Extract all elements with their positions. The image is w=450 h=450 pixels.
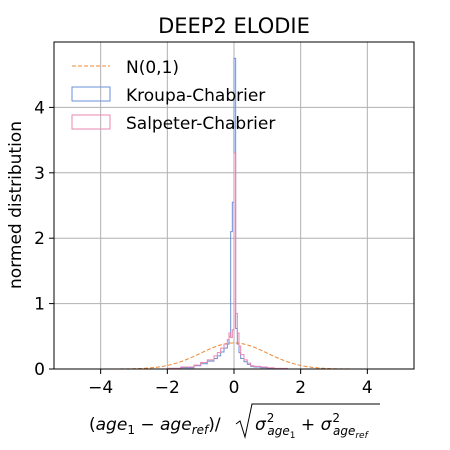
- x-label-sup1: 2: [267, 411, 275, 425]
- legend-salpeter-swatch: [71, 114, 111, 130]
- legend-salpeter-label: Salpeter-Chabrier: [126, 114, 275, 134]
- x-label-sigsubsub1: 1: [290, 431, 296, 441]
- y-tick-label: 1: [34, 295, 45, 315]
- x-label-sigsub1: age: [267, 424, 289, 438]
- x-tick-label: −4: [88, 378, 113, 398]
- legend-kroupa-swatch: [71, 86, 111, 102]
- x-tick-label: 4: [362, 378, 373, 398]
- y-tick-label: 0: [34, 360, 45, 380]
- x-label-sigma1: σ: [255, 415, 267, 435]
- x-axis-label: (age1 − ageref)/ σ2 age1 + σ2 ageref: [89, 403, 380, 441]
- x-label-sigsubsub2: ref: [355, 431, 369, 441]
- x-tick-label: 0: [229, 378, 240, 398]
- salpeter-histogram: [166, 152, 301, 370]
- y-axis-label: normed distribution: [6, 121, 26, 289]
- x-label-sigsub2: age: [333, 424, 355, 438]
- y-tick-label: 2: [34, 229, 45, 249]
- sqrt-sign: [235, 403, 380, 439]
- svg-text:(age1 − ageref)/: (age1 − ageref)/: [89, 415, 221, 437]
- x-label-term2: age: [160, 415, 192, 435]
- y-tick-label: 3: [34, 164, 45, 184]
- x-tick-label: −2: [155, 378, 180, 398]
- y-tick-label: 4: [34, 98, 45, 118]
- x-label-sigma2: σ: [321, 415, 333, 435]
- x-label-open: (: [89, 415, 96, 435]
- x-label-sup2: 2: [332, 411, 340, 425]
- legend: N(0,1) Kroupa-Chabrier Salpeter-Chabrier: [71, 58, 275, 134]
- x-label-sub1: 1: [127, 423, 135, 437]
- x-tick-label: 2: [295, 378, 306, 398]
- legend-normal-label: N(0,1): [126, 58, 179, 78]
- x-axis-ticks: −4 −2 0 2 4: [88, 369, 373, 398]
- x-label-term1: age: [96, 415, 128, 435]
- chart-title: DEEP2 ELODIE: [158, 14, 310, 38]
- x-label-close: )/: [208, 415, 221, 435]
- x-label-plus: +: [296, 415, 321, 435]
- legend-kroupa-label: Kroupa-Chabrier: [126, 86, 265, 106]
- x-label-sub2: ref: [192, 423, 210, 437]
- y-axis-ticks: 0 1 2 3 4: [34, 98, 54, 380]
- x-label-minus: −: [135, 415, 160, 435]
